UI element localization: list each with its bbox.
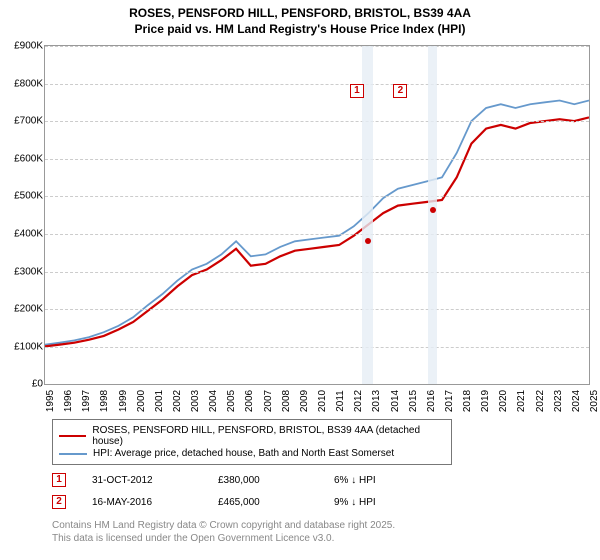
gridline-h — [45, 309, 589, 310]
sale-date: 16-MAY-2016 — [92, 497, 192, 508]
xtick-label: 2001 — [154, 390, 165, 412]
sale-marker-dot — [430, 207, 436, 213]
gridline-h — [45, 84, 589, 85]
footer: Contains HM Land Registry data © Crown c… — [52, 519, 592, 545]
xtick-label: 2019 — [480, 390, 491, 412]
legend-swatch-2 — [59, 453, 87, 455]
ytick-label: £600K — [9, 153, 43, 164]
sale-row-marker: 2 — [52, 495, 66, 509]
xtick-label: 2018 — [462, 390, 473, 412]
sale-row: 1 31-OCT-2012 £380,000 6% ↓ HPI — [52, 473, 592, 487]
xtick-label: 2025 — [589, 390, 600, 412]
legend: ROSES, PENSFORD HILL, PENSFORD, BRISTOL,… — [52, 419, 452, 465]
xtick-label: 2015 — [408, 390, 419, 412]
xtick-label: 2021 — [516, 390, 527, 412]
xtick-label: 1996 — [63, 390, 74, 412]
sale-delta: 6% ↓ HPI — [334, 475, 376, 486]
xtick-label: 2010 — [317, 390, 328, 412]
xtick-label: 2024 — [571, 390, 582, 412]
sales-list: 1 31-OCT-2012 £380,000 6% ↓ HPI 2 16-MAY-2016… — [8, 473, 592, 509]
ytick-label: £500K — [9, 191, 43, 202]
xtick-label: 2011 — [335, 390, 346, 412]
xtick-label: 1999 — [118, 390, 129, 412]
sale-delta: 9% ↓ HPI — [334, 497, 376, 508]
sale-marker-label: 1 — [350, 84, 364, 98]
title-line-2: Price paid vs. HM Land Registry's House … — [8, 22, 592, 38]
ytick-label: £800K — [9, 78, 43, 89]
gridline-h — [45, 347, 589, 348]
ytick-label: £900K — [9, 41, 43, 52]
xtick-label: 2006 — [244, 390, 255, 412]
xtick-label: 2014 — [390, 390, 401, 412]
legend-label-1: ROSES, PENSFORD HILL, PENSFORD, BRISTOL,… — [92, 425, 445, 447]
legend-row-2: HPI: Average price, detached house, Bath… — [59, 448, 445, 459]
ytick-label: £700K — [9, 116, 43, 127]
legend-row-1: ROSES, PENSFORD HILL, PENSFORD, BRISTOL,… — [59, 425, 445, 447]
plot-region: £0£100K£200K£300K£400K£500K£600K£700K£80… — [44, 45, 590, 385]
sale-date: 31-OCT-2012 — [92, 475, 192, 486]
gridline-h — [45, 272, 589, 273]
xtick-label: 1995 — [45, 390, 56, 412]
xtick-label: 2007 — [263, 390, 274, 412]
line-series-svg — [45, 46, 589, 384]
sale-row: 2 16-MAY-2016 £465,000 9% ↓ HPI — [52, 495, 592, 509]
ytick-label: £100K — [9, 341, 43, 352]
xtick-label: 2002 — [172, 390, 183, 412]
legend-swatch-1 — [59, 435, 86, 437]
xtick-label: 2003 — [190, 390, 201, 412]
xtick-label: 2000 — [136, 390, 147, 412]
xtick-label: 2009 — [299, 390, 310, 412]
gridline-h — [45, 121, 589, 122]
footer-line-2: This data is licensed under the Open Gov… — [52, 532, 592, 545]
ytick-label: £400K — [9, 228, 43, 239]
sale-price: £380,000 — [218, 475, 308, 486]
highlight-band — [362, 46, 373, 384]
xtick-label: 1997 — [81, 390, 92, 412]
gridline-h — [45, 46, 589, 47]
gridline-h — [45, 196, 589, 197]
xtick-label: 2008 — [281, 390, 292, 412]
xtick-label: 2016 — [426, 390, 437, 412]
highlight-band — [428, 46, 437, 384]
sale-marker-dot — [365, 238, 371, 244]
gridline-h — [45, 234, 589, 235]
xtick-label: 2022 — [535, 390, 546, 412]
sale-marker-label: 2 — [393, 84, 407, 98]
xtick-label: 2020 — [498, 390, 509, 412]
xtick-label: 2023 — [553, 390, 564, 412]
sale-price: £465,000 — [218, 497, 308, 508]
footer-line-1: Contains HM Land Registry data © Crown c… — [52, 519, 592, 532]
gridline-h — [45, 159, 589, 160]
chart-area: £0 £100K £200K £300K £400K £500K £600K £700K £80… — [10, 45, 590, 415]
sale-row-marker: 1 — [52, 473, 66, 487]
ytick-label: £0 — [9, 379, 43, 390]
xtick-label: 2004 — [208, 390, 219, 412]
chart-title: ROSES, PENSFORD HILL, PENSFORD, BRISTOL,… — [8, 6, 592, 37]
xtick-label: 2013 — [371, 390, 382, 412]
title-line-1: ROSES, PENSFORD HILL, PENSFORD, BRISTOL,… — [8, 6, 592, 22]
legend-label-2: HPI: Average price, detached house, Bath… — [93, 448, 394, 459]
ytick-label: £200K — [9, 304, 43, 315]
xtick-label: 2017 — [444, 390, 455, 412]
xtick-label: 2012 — [353, 390, 364, 412]
series-line-price_paid — [45, 118, 589, 347]
xtick-label: 1998 — [99, 390, 110, 412]
ytick-label: £300K — [9, 266, 43, 277]
xtick-label: 2005 — [226, 390, 237, 412]
